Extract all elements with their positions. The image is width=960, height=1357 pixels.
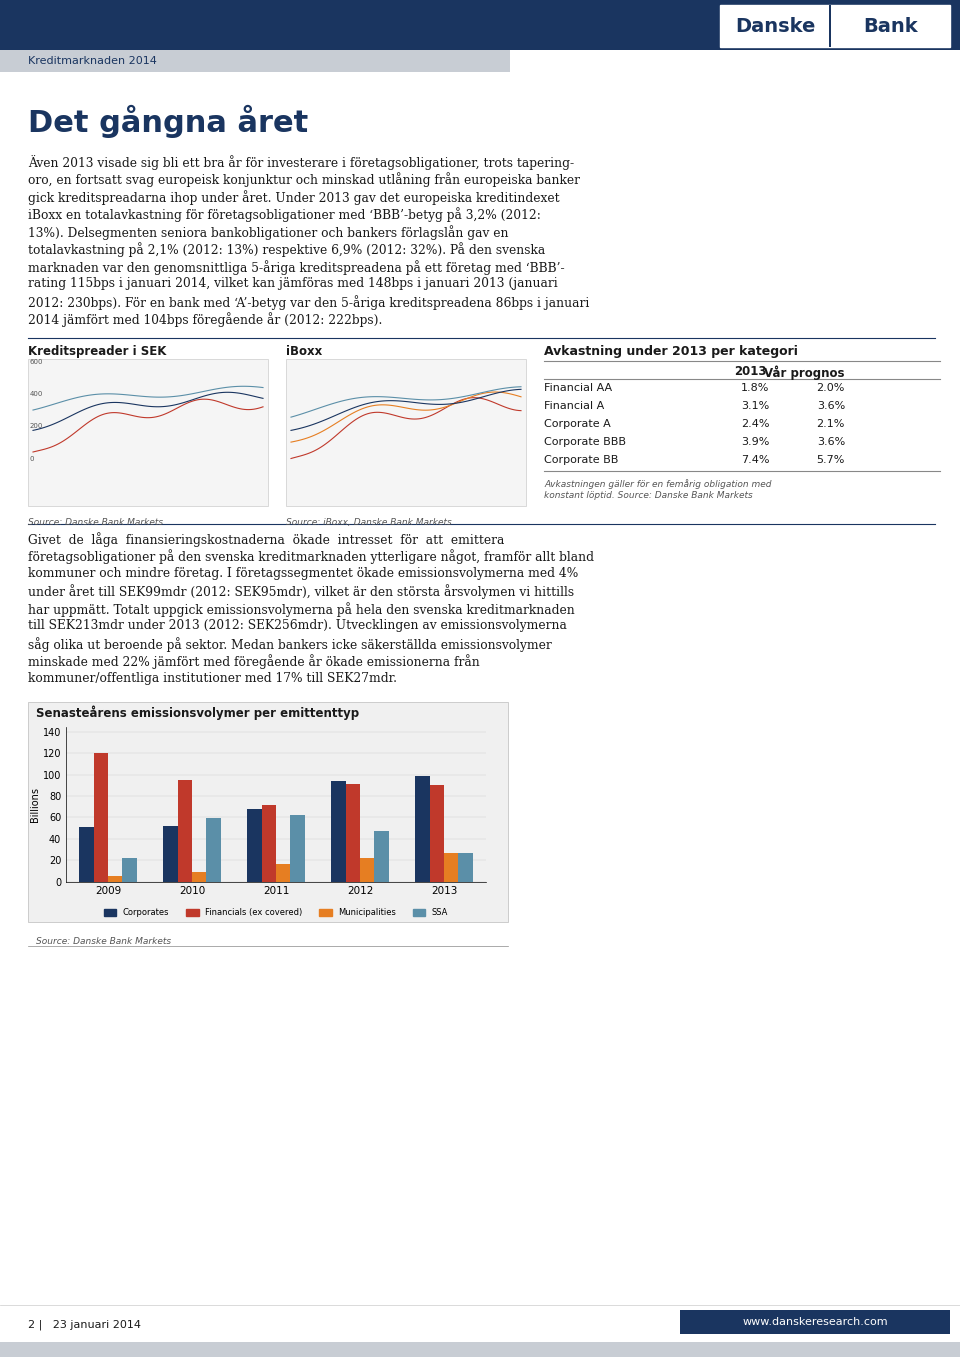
Text: totalavkastning på 2,1% (2012: 13%) respektive 6,9% (2012: 32%). På den svenska: totalavkastning på 2,1% (2012: 13%) resp… [28,243,545,258]
Text: iBoxx en totalavkastning för företagsobligationer med ‘BBB’-betyg på 3,2% (2012:: iBoxx en totalavkastning för företagsobl… [28,208,540,223]
Text: minskade med 22% jämfört med föregående år ökade emissionerna från: minskade med 22% jämfört med föregående … [28,654,480,669]
Bar [829,5,831,47]
Bar [248,809,262,882]
Text: 5.7%: 5.7% [817,455,845,465]
Text: Source: Danske Bank Markets: Source: Danske Bank Markets [28,518,163,527]
Text: www.danskeresearch.com: www.danskeresearch.com [742,1318,888,1327]
Text: marknaden var den genomsnittliga 5-åriga kreditspreadena på ett företag med ‘BBB: marknaden var den genomsnittliga 5-åriga… [28,261,564,275]
Text: kommuner och mindre företag. I företagssegmentet ökade emissionsvolymerna med 4%: kommuner och mindre företag. I företagss… [28,567,578,579]
Bar [94,753,108,882]
Text: 2.0%: 2.0% [817,383,845,394]
Text: Det gångna året: Det gångna året [28,104,308,138]
Text: Kreditmarknaden 2014: Kreditmarknaden 2014 [28,56,156,66]
Bar [0,1342,960,1357]
Bar [680,1310,950,1334]
Text: Source: Danske Bank Markets: Source: Danske Bank Markets [36,938,171,946]
Text: 0: 0 [30,456,35,461]
Text: 3.6%: 3.6% [817,437,845,446]
Text: 600: 600 [30,360,43,365]
Text: 200: 200 [30,423,43,429]
Text: Även 2013 visade sig bli ett bra år för investerare i företagsobligationer, trot: Även 2013 visade sig bli ett bra år för … [28,155,574,170]
Text: Danske: Danske [735,16,815,35]
Bar [28,702,508,921]
Text: Senasteårens emissionsvolymer per emittenttyp: Senasteårens emissionsvolymer per emitte… [36,706,359,721]
Text: konstant löptid. Source: Danske Bank Markets: konstant löptid. Source: Danske Bank Mar… [544,491,753,499]
Text: Avkastningen gäller för en femårig obligation med: Avkastningen gäller för en femårig oblig… [544,479,772,489]
Text: Corporate BBB: Corporate BBB [544,437,626,446]
Bar [458,852,472,882]
Bar [346,784,360,882]
Bar [374,832,389,882]
Bar [28,360,268,506]
Legend: Corporates, Financials (ex covered), Municipalities, SSA: Corporates, Financials (ex covered), Mun… [101,905,451,921]
Bar [416,776,430,882]
Text: Financial AA: Financial AA [544,383,612,394]
Text: Kreditspreader i SEK: Kreditspreader i SEK [28,345,166,358]
Bar [122,858,136,882]
Text: 3.1%: 3.1% [741,402,769,411]
Text: 13%). Delsegmenten seniora bankobligationer och bankers förlagslån gav en: 13%). Delsegmenten seniora bankobligatio… [28,225,509,240]
Bar [178,780,192,882]
Bar [0,50,510,72]
Text: kommuner/offentliga institutioner med 17% till SEK27mdr.: kommuner/offentliga institutioner med 17… [28,672,397,685]
Bar [286,360,526,506]
Text: rating 115bps i januari 2014, vilket kan jämföras med 148bps i januari 2013 (jan: rating 115bps i januari 2014, vilket kan… [28,277,558,290]
Text: 2.4%: 2.4% [741,419,769,429]
Text: har uppmätt. Totalt uppgick emissionsvolymerna på hela den svenska kreditmarknad: har uppmätt. Totalt uppgick emissionsvol… [28,603,575,617]
Bar [108,877,122,882]
Text: Vår prognos: Vår prognos [764,365,845,380]
Text: Bank: Bank [863,16,918,35]
Text: 2014 jämfört med 104bps föregående år (2012: 222bps).: 2014 jämfört med 104bps föregående år (2… [28,312,382,327]
Text: såg olika ut beroende på sektor. Medan bankers icke säkerställda emissionsvolyme: såg olika ut beroende på sektor. Medan b… [28,636,552,651]
Text: 3.6%: 3.6% [817,402,845,411]
Bar [720,5,950,47]
Text: Corporate BB: Corporate BB [544,455,618,465]
Bar [360,858,374,882]
Text: gick kreditspreadarna ihop under året. Under 2013 gav det europeiska kreditindex: gick kreditspreadarna ihop under året. U… [28,190,560,205]
Text: Financial A: Financial A [544,402,604,411]
Bar [206,818,221,882]
Bar [0,0,960,50]
Text: Corporate A: Corporate A [544,419,611,429]
Text: 2012: 230bps). För en bank med ‘A’-betyg var den 5-åriga kreditspreadena 86bps i: 2012: 230bps). För en bank med ‘A’-betyg… [28,294,589,309]
Bar [80,826,94,882]
Text: 7.4%: 7.4% [741,455,769,465]
Text: 1.8%: 1.8% [741,383,769,394]
Text: 3.9%: 3.9% [741,437,769,446]
Text: till SEK213mdr under 2013 (2012: SEK256mdr). Utvecklingen av emissionsvolymerna: till SEK213mdr under 2013 (2012: SEK256m… [28,620,566,632]
Bar [163,826,178,882]
Bar [290,816,304,882]
Text: iBoxx: iBoxx [286,345,323,358]
Text: företagsobligationer på den svenska kreditmarknaden ytterligare något, framför a: företagsobligationer på den svenska kred… [28,550,594,565]
Text: 2 |   23 januari 2014: 2 | 23 januari 2014 [28,1320,141,1330]
Text: 400: 400 [30,391,43,398]
Text: 2013: 2013 [733,365,766,379]
Text: Source: iBoxx, Danske Bank Markets: Source: iBoxx, Danske Bank Markets [286,518,452,527]
Bar [331,782,346,882]
Y-axis label: Billions: Billions [30,787,40,821]
Bar [276,864,290,882]
Bar [262,805,276,882]
Text: oro, en fortsatt svag europeisk konjunktur och minskad utlåning från europeiska : oro, en fortsatt svag europeisk konjunkt… [28,172,580,187]
Bar [430,786,444,882]
Bar [444,852,458,882]
Bar [192,873,206,882]
Text: Avkastning under 2013 per kategori: Avkastning under 2013 per kategori [544,345,798,358]
Text: under året till SEK99mdr (2012: SEK95mdr), vilket är den största årsvolymen vi h: under året till SEK99mdr (2012: SEK95mdr… [28,585,574,600]
Text: Givet  de  låga  finansieringskostnaderna  ökade  intresset  för  att  emittera: Givet de låga finansieringskostnaderna ö… [28,532,504,547]
Text: 2.1%: 2.1% [817,419,845,429]
